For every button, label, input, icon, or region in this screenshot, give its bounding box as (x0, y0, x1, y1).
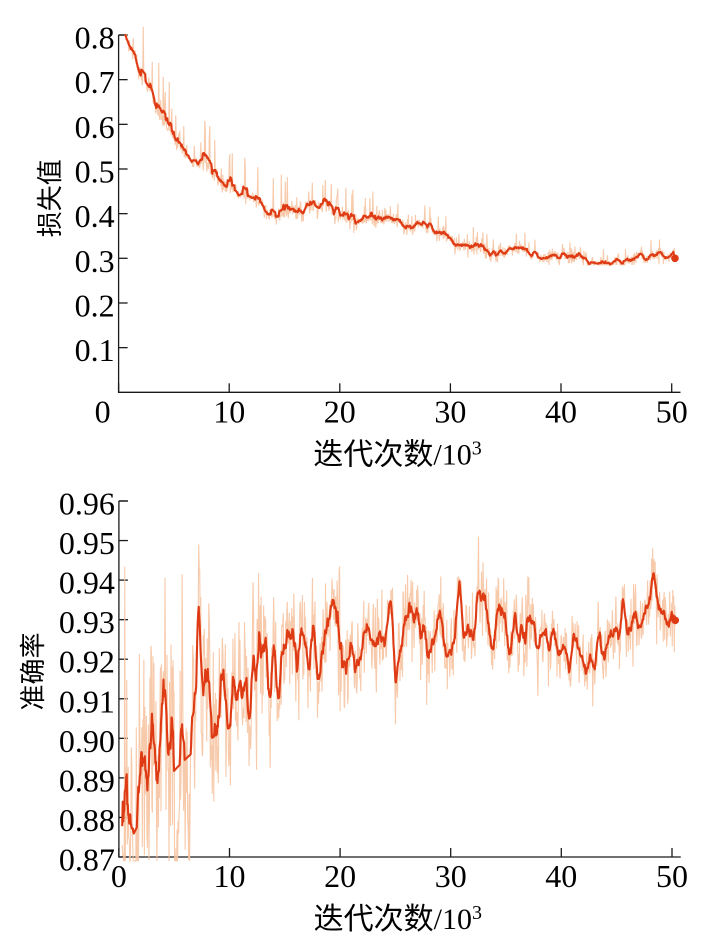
svg-text:迭代次数/103: 迭代次数/103 (313, 437, 481, 471)
svg-text:0: 0 (95, 393, 111, 429)
svg-text:0: 0 (111, 858, 127, 894)
svg-text:50: 50 (656, 858, 688, 894)
svg-text:损失值: 损失值 (36, 159, 65, 237)
svg-text:迭代次数/103: 迭代次数/103 (314, 902, 482, 936)
svg-text:0.92: 0.92 (59, 644, 115, 680)
svg-text:40: 40 (545, 858, 577, 894)
svg-text:0.96: 0.96 (59, 486, 115, 522)
svg-text:0.91: 0.91 (59, 683, 115, 719)
svg-text:0.4: 0.4 (75, 198, 115, 234)
svg-text:50: 50 (656, 393, 688, 429)
svg-text:准确率: 准确率 (19, 632, 48, 710)
svg-text:0.93: 0.93 (59, 604, 115, 640)
svg-text:0.88: 0.88 (59, 802, 115, 838)
svg-text:0.6: 0.6 (75, 109, 115, 145)
svg-text:0.7: 0.7 (75, 64, 115, 100)
svg-text:0.2: 0.2 (75, 287, 115, 323)
svg-text:0.95: 0.95 (59, 525, 115, 561)
svg-text:0.3: 0.3 (75, 243, 115, 279)
svg-text:20: 20 (324, 393, 356, 429)
svg-text:0.90: 0.90 (59, 723, 115, 759)
svg-text:30: 30 (434, 393, 466, 429)
svg-text:0.5: 0.5 (75, 153, 115, 189)
svg-text:0.94: 0.94 (59, 565, 115, 601)
svg-text:40: 40 (545, 393, 577, 429)
svg-text:20: 20 (324, 858, 356, 894)
svg-text:30: 30 (435, 858, 467, 894)
svg-text:0.1: 0.1 (75, 332, 115, 368)
svg-text:0.89: 0.89 (59, 762, 115, 798)
svg-text:0.8: 0.8 (75, 20, 115, 56)
svg-text:10: 10 (214, 858, 246, 894)
svg-text:10: 10 (213, 393, 245, 429)
svg-text:0.87: 0.87 (59, 842, 115, 878)
